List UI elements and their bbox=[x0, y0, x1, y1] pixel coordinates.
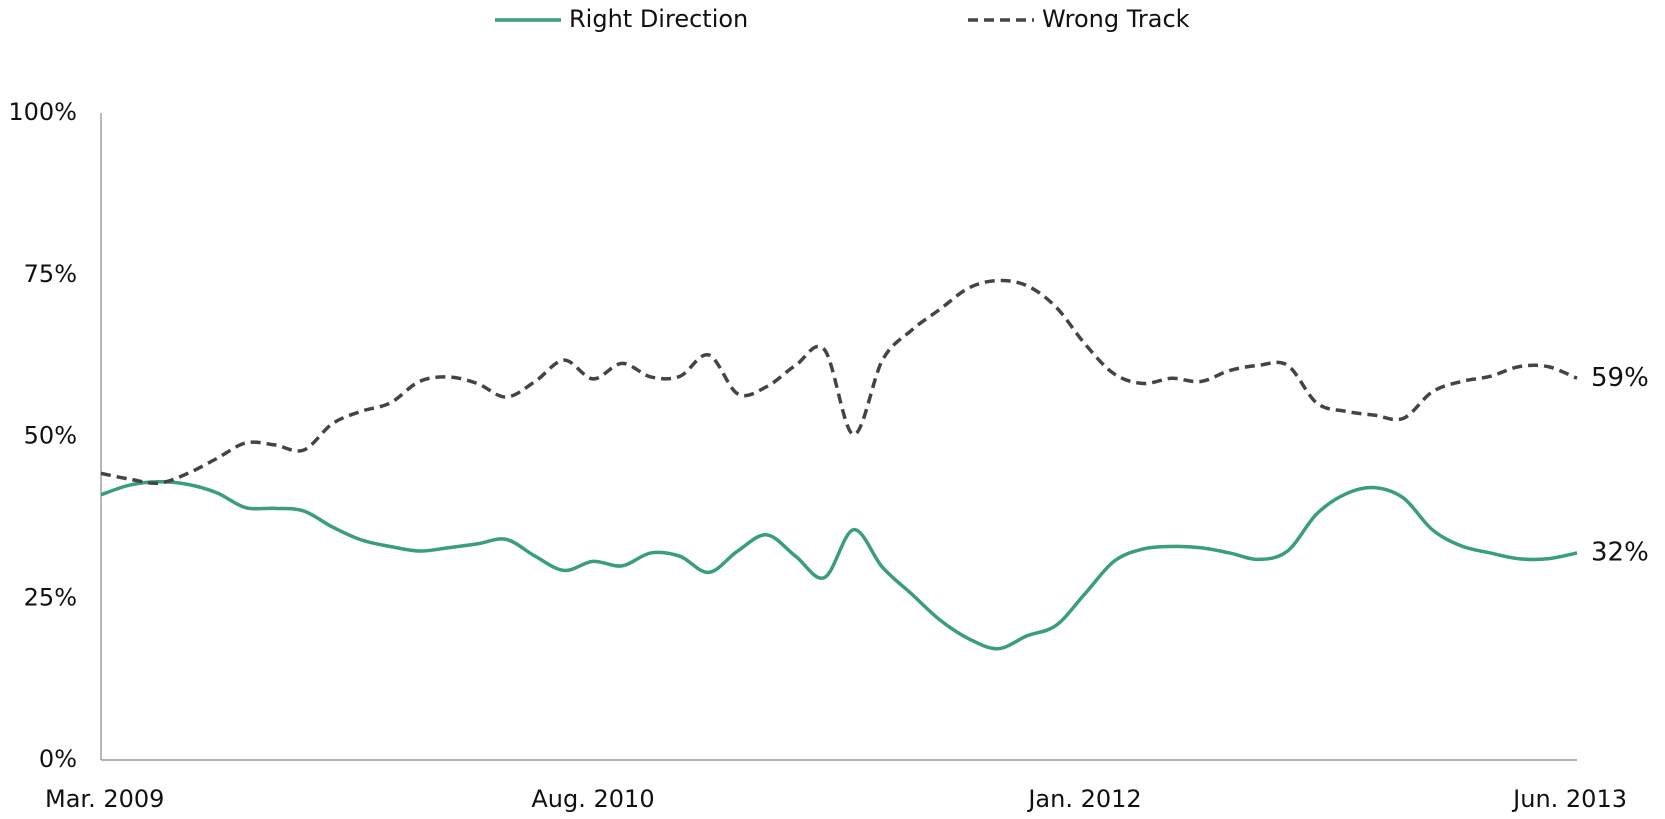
legend-label: Right Direction bbox=[569, 5, 748, 33]
x-tick-label: Mar. 2009 bbox=[45, 785, 164, 813]
y-tick-label: 75% bbox=[24, 260, 77, 288]
y-tick-label: 50% bbox=[24, 422, 77, 450]
data-label: 32% bbox=[1591, 537, 1649, 567]
x-tick-label: Jun. 2013 bbox=[1511, 785, 1627, 813]
legend-label: Wrong Track bbox=[1042, 5, 1190, 33]
series-line bbox=[100, 480, 1578, 651]
y-tick-label: 100% bbox=[8, 98, 77, 126]
y-tick-label: 25% bbox=[24, 583, 77, 611]
data-label: 59% bbox=[1591, 363, 1649, 393]
x-tick-label: Aug. 2010 bbox=[531, 785, 654, 813]
y-tick-label: 0% bbox=[39, 745, 77, 773]
series-line bbox=[100, 278, 1578, 486]
x-tick-label: Jan. 2012 bbox=[1026, 785, 1141, 813]
